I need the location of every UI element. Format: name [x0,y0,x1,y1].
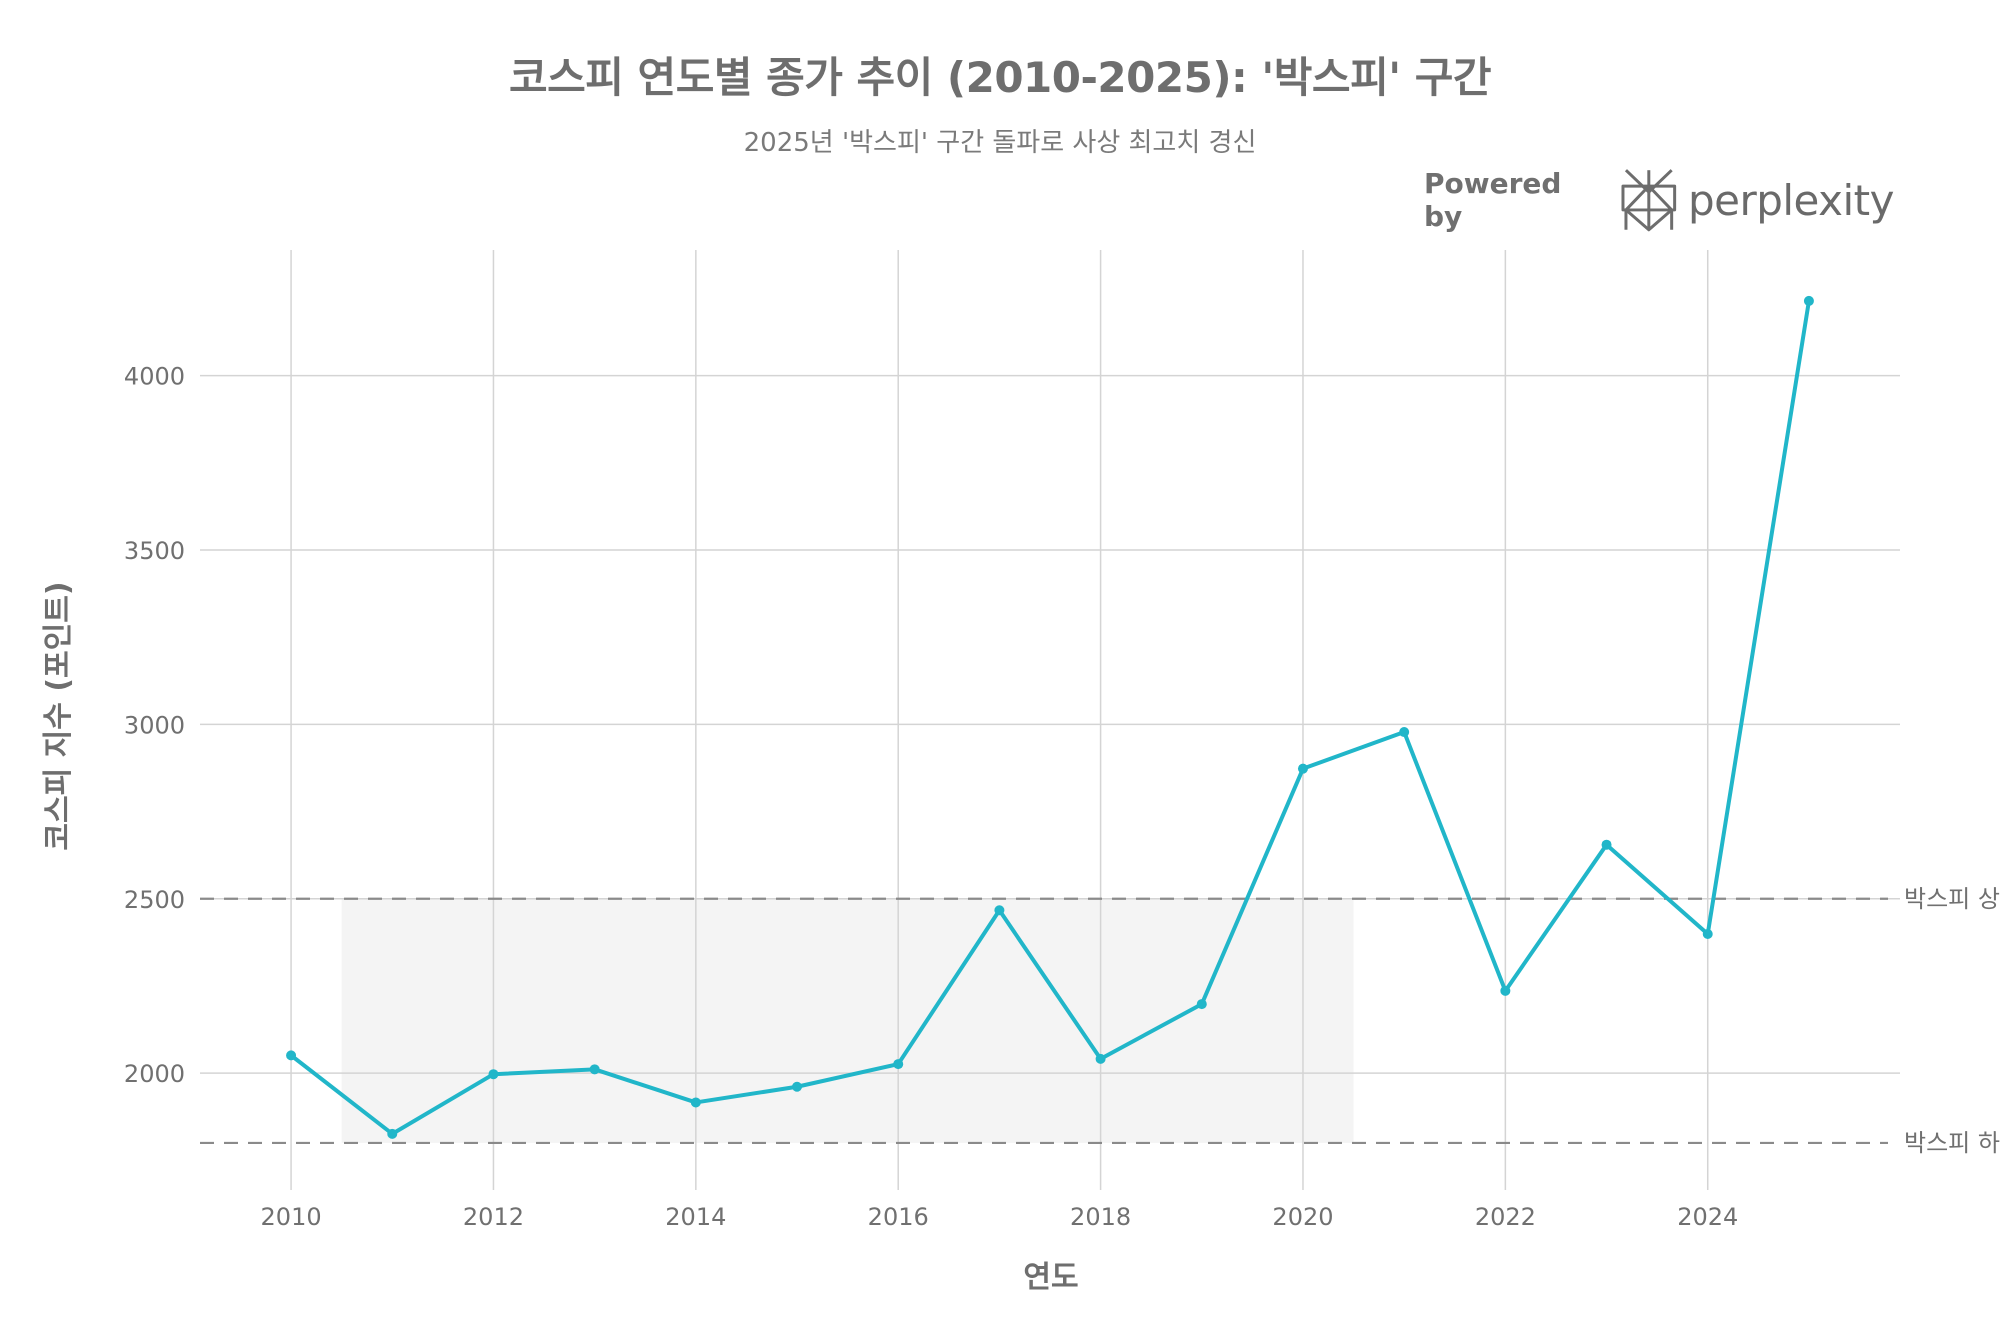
x-tick-label: 2016 [868,1203,929,1231]
x-tick-label: 2020 [1272,1203,1333,1231]
boxpi-upper-label: 박스피 상단 [1904,885,2000,913]
y-axis-title: 코스피 지수 (포인트) [41,581,76,850]
data-point [1702,928,1713,939]
x-tick-label: 2014 [665,1203,726,1231]
brand-prefix: Powered by [1424,167,1562,233]
data-point [1196,999,1207,1010]
data-point [589,1064,600,1075]
brand-watermark: Powered by perplexity [1424,165,1895,235]
x-tick-label: 2024 [1677,1203,1738,1231]
y-tick-label: 3500 [124,537,185,565]
perplexity-logo-icon [1621,169,1677,232]
chart-title: 코스피 연도별 종가 추이 (2010-2025): '박스피' 구간 [509,53,1491,102]
boxpi-lower-label: 박스피 하단 [1904,1129,2000,1157]
y-tick-label: 2500 [124,886,185,914]
data-point [893,1059,904,1070]
series-line [289,298,1811,1136]
x-tick-label: 2018 [1070,1203,1131,1231]
boxpi-shaded-region [341,898,1354,1143]
x-tick-label: 2010 [261,1203,322,1231]
brand-name: perplexity [1687,175,1895,225]
data-point [488,1069,499,1080]
data-point [286,1050,297,1061]
data-point [1095,1053,1106,1064]
data-point [1500,985,1511,996]
data-point [792,1081,803,1092]
data-point [1297,763,1308,774]
x-axis-title: 연도 [1023,1260,1078,1295]
y-tick-label: 2000 [124,1060,185,1088]
x-tick-label: 2012 [463,1203,524,1231]
data-point [387,1128,398,1139]
x-tick-label: 2022 [1475,1203,1536,1231]
y-tick-label: 3000 [124,711,185,739]
y-tick-label: 4000 [124,363,185,391]
chart-subtitle: 2025년 '박스피' 구간 돌파로 사상 최고치 경신 [743,128,1257,158]
data-point [994,905,1005,916]
data-point [1601,839,1612,850]
data-point [1803,295,1814,306]
data-point [1399,727,1410,738]
data-point [690,1097,701,1108]
